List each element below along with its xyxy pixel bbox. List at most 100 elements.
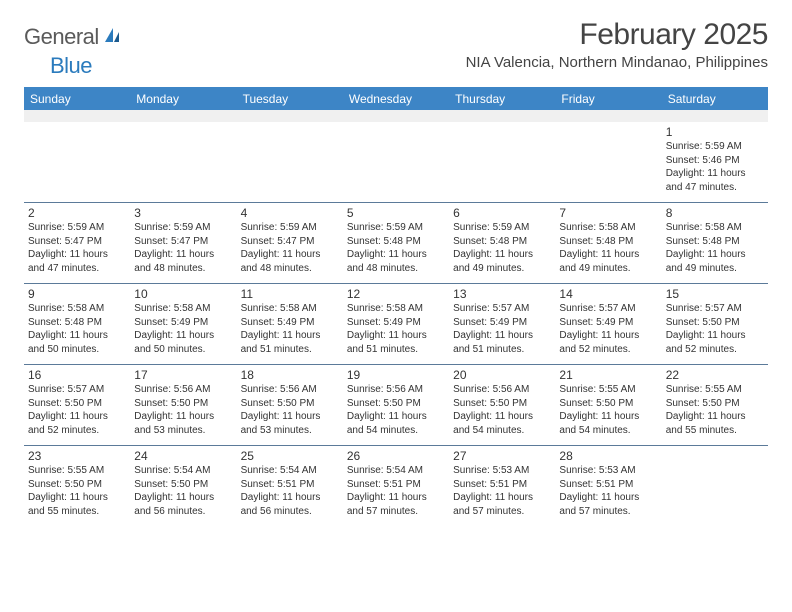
day-detail: Sunset: 5:50 PM [559, 397, 657, 411]
day-header: Thursday [449, 87, 555, 110]
day-detail: Sunset: 5:51 PM [453, 478, 551, 492]
day-detail: Sunrise: 5:53 AM [453, 464, 551, 478]
day-detail: Daylight: 11 hours [666, 329, 764, 343]
day-number: 17 [134, 368, 232, 382]
day-detail: and 57 minutes. [559, 505, 657, 519]
day-detail: Daylight: 11 hours [347, 329, 445, 343]
day-detail: Daylight: 11 hours [666, 410, 764, 424]
day-detail: and 49 minutes. [453, 262, 551, 276]
day-detail: and 49 minutes. [559, 262, 657, 276]
day-detail: and 52 minutes. [28, 424, 126, 438]
day-detail: Sunset: 5:50 PM [453, 397, 551, 411]
day-detail: and 57 minutes. [453, 505, 551, 519]
day-detail: Sunset: 5:50 PM [134, 478, 232, 492]
week-row: 1Sunrise: 5:59 AMSunset: 5:46 PMDaylight… [24, 122, 768, 202]
logo-text-a: General [24, 24, 99, 50]
day-detail: Sunrise: 5:53 AM [559, 464, 657, 478]
week-row: 16Sunrise: 5:57 AMSunset: 5:50 PMDayligh… [24, 364, 768, 445]
day-detail: Sunrise: 5:57 AM [559, 302, 657, 316]
week-row: 23Sunrise: 5:55 AMSunset: 5:50 PMDayligh… [24, 445, 768, 526]
day-detail: and 52 minutes. [559, 343, 657, 357]
day-detail: and 47 minutes. [666, 181, 764, 195]
day-detail: Sunrise: 5:56 AM [347, 383, 445, 397]
day-detail: Sunrise: 5:54 AM [241, 464, 339, 478]
day-header: Saturday [662, 87, 768, 110]
day-cell: 28Sunrise: 5:53 AMSunset: 5:51 PMDayligh… [555, 446, 661, 526]
day-header: Monday [130, 87, 236, 110]
day-detail: Sunrise: 5:59 AM [453, 221, 551, 235]
day-detail: Daylight: 11 hours [559, 410, 657, 424]
day-detail: Sunset: 5:51 PM [241, 478, 339, 492]
day-detail: and 54 minutes. [559, 424, 657, 438]
day-detail: Daylight: 11 hours [28, 329, 126, 343]
day-detail: Sunrise: 5:56 AM [134, 383, 232, 397]
day-detail: Sunrise: 5:54 AM [134, 464, 232, 478]
day-detail: Daylight: 11 hours [28, 491, 126, 505]
day-detail: Sunrise: 5:54 AM [347, 464, 445, 478]
day-detail: and 52 minutes. [666, 343, 764, 357]
day-detail: and 47 minutes. [28, 262, 126, 276]
day-detail: Daylight: 11 hours [347, 248, 445, 262]
day-detail: Sunrise: 5:57 AM [453, 302, 551, 316]
day-detail: Sunset: 5:48 PM [666, 235, 764, 249]
day-number: 9 [28, 287, 126, 301]
day-cell: 16Sunrise: 5:57 AMSunset: 5:50 PMDayligh… [24, 365, 130, 445]
calendar: Sunday Monday Tuesday Wednesday Thursday… [24, 87, 768, 526]
day-detail: Sunset: 5:49 PM [134, 316, 232, 330]
day-detail: Sunset: 5:50 PM [347, 397, 445, 411]
day-number: 16 [28, 368, 126, 382]
day-detail: and 56 minutes. [241, 505, 339, 519]
day-number: 10 [134, 287, 232, 301]
day-cell [662, 446, 768, 526]
day-number: 24 [134, 449, 232, 463]
day-detail: Sunrise: 5:59 AM [134, 221, 232, 235]
day-cell: 6Sunrise: 5:59 AMSunset: 5:48 PMDaylight… [449, 203, 555, 283]
day-detail: Daylight: 11 hours [241, 410, 339, 424]
day-header: Sunday [24, 87, 130, 110]
day-cell: 25Sunrise: 5:54 AMSunset: 5:51 PMDayligh… [237, 446, 343, 526]
day-cell: 23Sunrise: 5:55 AMSunset: 5:50 PMDayligh… [24, 446, 130, 526]
day-detail: Sunset: 5:48 PM [347, 235, 445, 249]
day-detail: Sunset: 5:49 PM [559, 316, 657, 330]
day-detail: Sunrise: 5:59 AM [666, 140, 764, 154]
day-detail: and 48 minutes. [134, 262, 232, 276]
day-detail: and 54 minutes. [347, 424, 445, 438]
day-header-row: Sunday Monday Tuesday Wednesday Thursday… [24, 87, 768, 110]
day-detail: Daylight: 11 hours [559, 329, 657, 343]
day-number: 14 [559, 287, 657, 301]
day-detail: and 51 minutes. [347, 343, 445, 357]
day-number: 6 [453, 206, 551, 220]
day-detail: Sunset: 5:51 PM [347, 478, 445, 492]
day-detail: Sunrise: 5:56 AM [453, 383, 551, 397]
day-detail: and 50 minutes. [134, 343, 232, 357]
day-detail: Daylight: 11 hours [347, 491, 445, 505]
day-header: Wednesday [343, 87, 449, 110]
sail-icon [103, 26, 123, 49]
day-detail: Sunrise: 5:58 AM [241, 302, 339, 316]
day-number: 25 [241, 449, 339, 463]
day-detail: and 51 minutes. [453, 343, 551, 357]
day-detail: Sunrise: 5:59 AM [28, 221, 126, 235]
day-cell: 17Sunrise: 5:56 AMSunset: 5:50 PMDayligh… [130, 365, 236, 445]
day-detail: Daylight: 11 hours [453, 410, 551, 424]
weeks-container: 1Sunrise: 5:59 AMSunset: 5:46 PMDaylight… [24, 122, 768, 526]
day-number: 28 [559, 449, 657, 463]
day-detail: Sunrise: 5:58 AM [134, 302, 232, 316]
day-detail: Sunrise: 5:58 AM [28, 302, 126, 316]
day-detail: Daylight: 11 hours [134, 329, 232, 343]
day-detail: Sunrise: 5:56 AM [241, 383, 339, 397]
day-detail: and 53 minutes. [134, 424, 232, 438]
day-number: 13 [453, 287, 551, 301]
day-detail: Sunset: 5:50 PM [134, 397, 232, 411]
day-detail: Sunrise: 5:55 AM [666, 383, 764, 397]
day-detail: and 57 minutes. [347, 505, 445, 519]
day-detail: and 54 minutes. [453, 424, 551, 438]
day-cell: 19Sunrise: 5:56 AMSunset: 5:50 PMDayligh… [343, 365, 449, 445]
day-detail: Sunset: 5:50 PM [666, 316, 764, 330]
day-cell: 9Sunrise: 5:58 AMSunset: 5:48 PMDaylight… [24, 284, 130, 364]
day-cell: 8Sunrise: 5:58 AMSunset: 5:48 PMDaylight… [662, 203, 768, 283]
day-detail: Sunrise: 5:57 AM [28, 383, 126, 397]
day-detail: and 55 minutes. [666, 424, 764, 438]
day-cell: 13Sunrise: 5:57 AMSunset: 5:49 PMDayligh… [449, 284, 555, 364]
day-detail: Sunset: 5:49 PM [347, 316, 445, 330]
